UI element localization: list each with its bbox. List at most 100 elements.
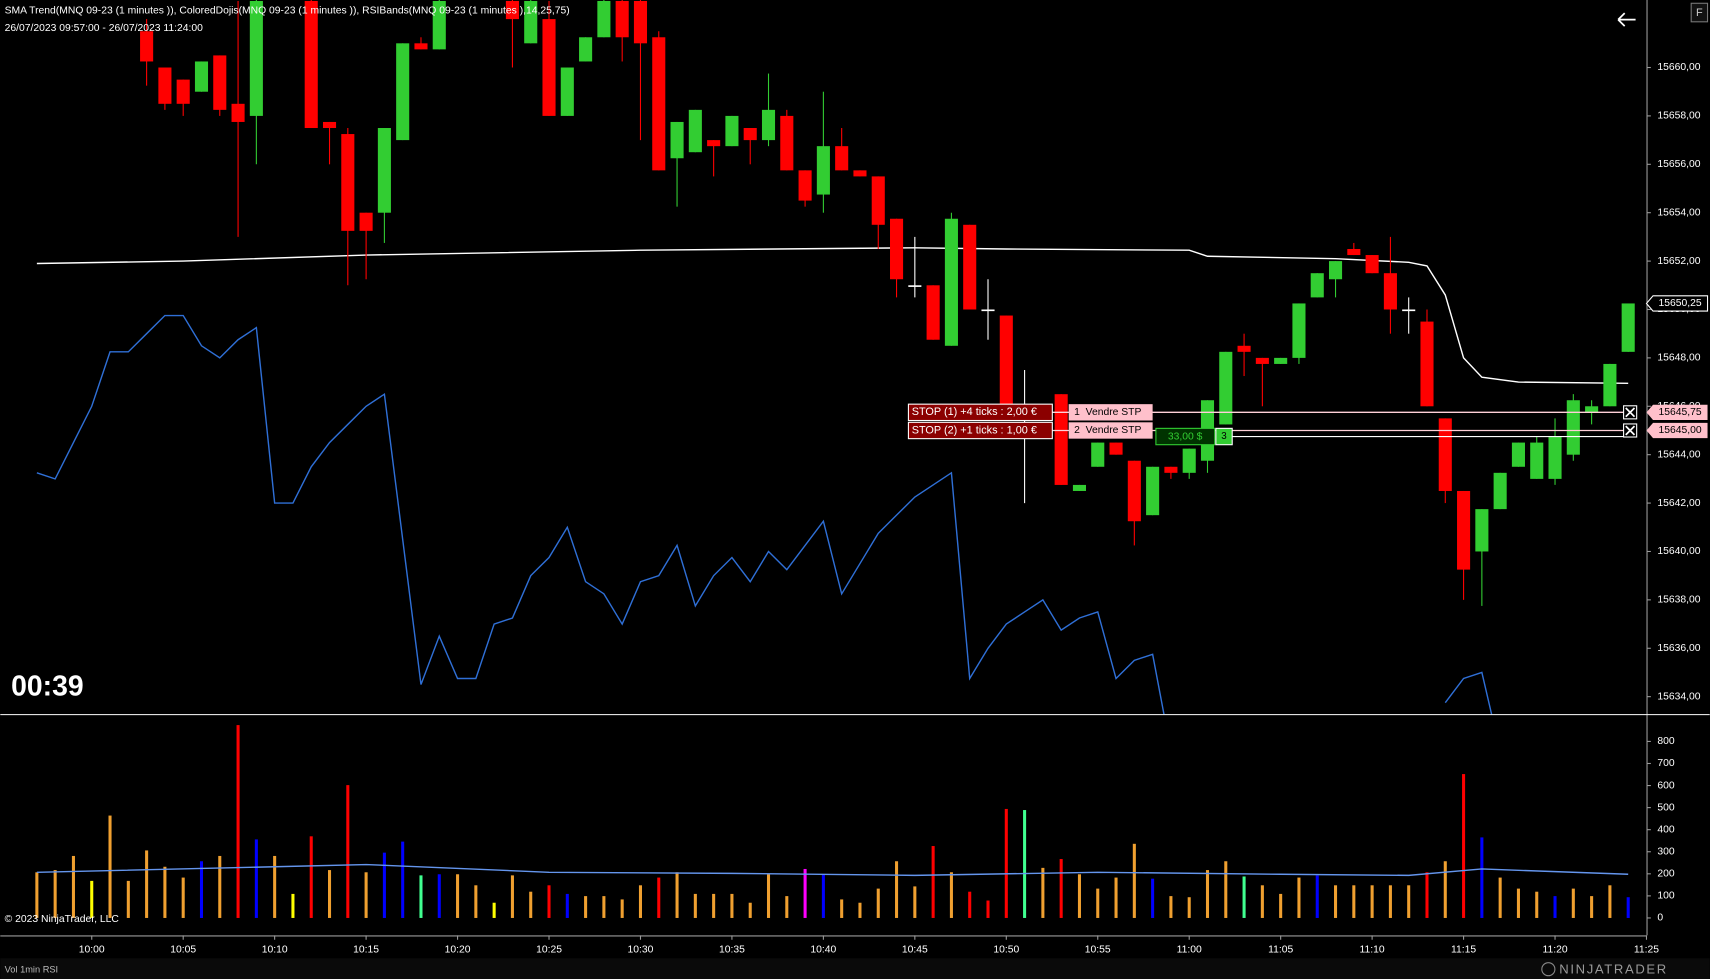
volume-bar <box>126 880 130 918</box>
volume-bar <box>1553 896 1557 918</box>
volume-bar <box>803 868 807 918</box>
order-tag-box[interactable] <box>1068 404 1153 421</box>
volume-bar <box>437 874 441 918</box>
brand-logo <box>1541 962 1556 977</box>
position-qty[interactable]: 3 <box>1221 431 1227 442</box>
position-pnl[interactable]: 33,00 $ <box>1168 431 1203 442</box>
candle-body <box>1493 472 1507 510</box>
candle-body <box>1420 321 1434 407</box>
candle-body <box>908 285 922 287</box>
price-pane <box>36 0 1635 715</box>
candle-body <box>633 0 648 44</box>
stop-label-box[interactable] <box>907 403 1053 422</box>
candle-body <box>871 176 885 225</box>
y-tick-label: 15652,00 <box>1657 256 1700 267</box>
y-tick-label: 15660,00 <box>1657 62 1700 73</box>
candle-body <box>194 61 209 92</box>
candle-body <box>1603 363 1617 407</box>
indicator-header: SMA Trend(MNQ 09-23 (1 minutes )), Color… <box>5 6 570 17</box>
candle-body <box>524 0 538 44</box>
volume-bar <box>1315 875 1319 918</box>
candle-body <box>1347 248 1361 256</box>
stop-label[interactable]: STOP (2) +1 ticks : 1,00 € <box>912 424 1037 436</box>
x-tick-label: 10:10 <box>262 944 288 955</box>
stop-label-box[interactable] <box>907 421 1053 440</box>
candle-body <box>1566 400 1580 455</box>
order-tag[interactable]: 1 Vendre STP <box>1074 407 1141 418</box>
volume-bar <box>1571 888 1575 918</box>
candle-body <box>597 0 611 38</box>
candle-body <box>652 37 666 171</box>
candle-body <box>231 103 245 122</box>
toolbar-button[interactable] <box>1690 2 1709 23</box>
order-price-label: 15645,75 <box>1658 407 1701 418</box>
candle-body <box>377 128 391 213</box>
volume-bar <box>35 872 39 918</box>
x-tick-label: 11:00 <box>1177 944 1202 955</box>
volume-bar <box>456 874 460 918</box>
y-tick-label: 600 <box>1657 780 1675 791</box>
volume-bar <box>949 872 953 918</box>
candle-body <box>1255 357 1269 364</box>
candle-body <box>1146 466 1160 516</box>
x-tick-label: 11:20 <box>1542 944 1567 955</box>
volume-pane <box>35 725 1630 918</box>
candle-body <box>835 146 849 171</box>
candle-body <box>542 19 556 116</box>
volume-bar <box>1352 885 1356 918</box>
stop-label[interactable]: STOP (1) +4 ticks : 2,00 € <box>912 406 1037 418</box>
candle-body <box>944 218 958 346</box>
volume-bar <box>419 875 423 918</box>
tab-label[interactable]: Vol 1min RSI <box>5 965 58 975</box>
x-tick-label: 10:05 <box>170 944 196 955</box>
back-arrow[interactable] <box>1617 12 1636 27</box>
x-tick-label: 10:50 <box>993 944 1019 955</box>
volume-bar <box>602 896 606 918</box>
position-pnl-box[interactable] <box>1155 427 1216 446</box>
candle-body <box>1182 448 1196 473</box>
candle-body <box>688 109 702 153</box>
volume-bar <box>1480 837 1484 918</box>
volume-bar <box>1462 774 1466 918</box>
candle-body <box>359 212 373 231</box>
candle-body <box>158 67 172 104</box>
volume-bar <box>968 891 972 918</box>
volume-bar <box>291 893 295 918</box>
y-tick-label: 800 <box>1657 736 1675 747</box>
order-close-icon[interactable] <box>1625 425 1636 436</box>
candle-body <box>1292 303 1306 358</box>
x-tick-label: 10:55 <box>1085 944 1111 955</box>
candle-body <box>432 0 446 50</box>
candle-body <box>1548 436 1562 479</box>
volume-bar <box>1608 885 1612 918</box>
x-tick-label: 10:25 <box>536 944 562 955</box>
candle-body <box>1072 484 1087 491</box>
volume-bar <box>620 899 624 918</box>
candle-body <box>707 140 721 147</box>
order-price-label: 15645,00 <box>1658 425 1701 436</box>
volume-bar <box>1334 885 1338 918</box>
toolbar-button-label[interactable]: F <box>1696 7 1703 19</box>
y-tick-label: 300 <box>1657 846 1675 857</box>
y-tick-label: 15640,00 <box>1657 546 1700 557</box>
candle-body <box>213 55 227 110</box>
candle-body <box>890 218 904 280</box>
y-tick-label: 15636,00 <box>1657 643 1700 654</box>
volume-bar <box>254 839 258 918</box>
volume-bar <box>401 841 405 918</box>
candle-body <box>176 79 190 104</box>
x-tick-label: 10:45 <box>902 944 928 955</box>
brand: NINJATRADER <box>1559 962 1668 977</box>
overlay: STOP (1) +4 ticks : 2,00 € 1 Vendre STP 15… <box>907 295 1709 446</box>
order-tag-box[interactable] <box>1068 422 1153 439</box>
volume-bar <box>1059 859 1063 918</box>
y-tick-label: 15644,00 <box>1657 449 1700 460</box>
candle-body <box>322 121 337 129</box>
order-close-icon[interactable] <box>1625 407 1636 418</box>
position-qty-box[interactable] <box>1215 427 1233 446</box>
order-tag[interactable]: 2 Vendre STP <box>1074 425 1141 436</box>
volume-bar <box>693 893 697 918</box>
volume-bar <box>327 870 332 918</box>
